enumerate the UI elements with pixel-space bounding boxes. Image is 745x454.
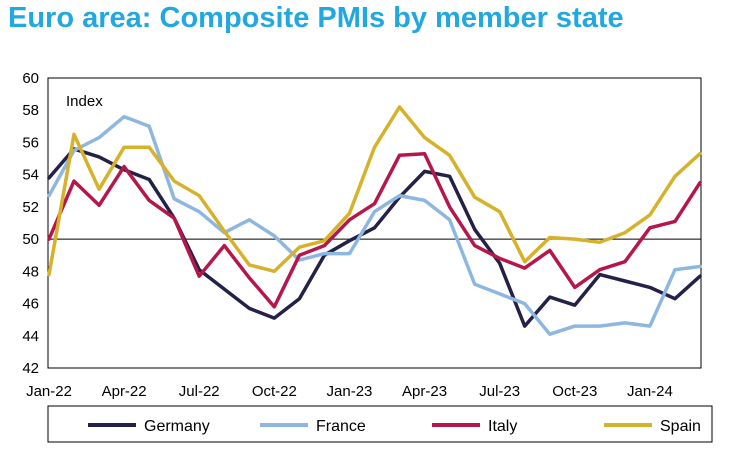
x-axis-ticks: Jan-22 Apr-22 Jul-22 Oct-22 Jan-23 Apr-23 Jul-… [26, 383, 673, 400]
legend-label-france: France [316, 418, 366, 435]
x-tick-label: Apr-22 [102, 383, 147, 400]
x-tick-label: Apr-23 [402, 383, 447, 400]
y-tick-label: 46 [22, 296, 39, 313]
plot-frame [47, 77, 702, 369]
series-line-spain [47, 105, 702, 277]
x-tick-label: Jul-23 [479, 383, 520, 400]
y-tick-label: 56 [22, 134, 39, 151]
x-tick-label: Jul-22 [179, 383, 220, 400]
y-tick-label: 50 [22, 231, 39, 248]
y-tick-label: 48 [22, 263, 39, 280]
x-tick-label: Oct-22 [252, 383, 297, 400]
series-line-france [47, 114, 702, 336]
x-tick-label: Oct-23 [552, 383, 597, 400]
y-tick-label: 54 [22, 167, 39, 184]
legend-label-italy: Italy [488, 418, 517, 435]
y-tick-label: 60 [22, 70, 39, 87]
legend-label-spain: Spain [660, 418, 701, 435]
y-axis-ticks: 42 44 46 48 50 52 54 56 58 60 [22, 70, 39, 377]
x-tick-label: Jan-23 [327, 383, 373, 400]
y-tick-label: 42 [22, 360, 39, 377]
series-line-germany [47, 147, 702, 328]
chart-title: Euro area: Composite PMIs by member stat… [8, 2, 624, 34]
series-lines [47, 105, 702, 336]
legend: Germany France Italy Spain [47, 405, 713, 443]
y-tick-label: 52 [22, 199, 39, 216]
legend-label-germany: Germany [144, 418, 210, 435]
series-line-italy [47, 151, 702, 309]
legend-box [47, 405, 713, 443]
plot-area [47, 77, 702, 369]
y-tick-label: 44 [22, 328, 39, 345]
y-tick-label: 58 [22, 102, 39, 119]
y-axis-label: Index [66, 93, 103, 110]
x-tick-label: Jan-24 [627, 383, 673, 400]
x-tick-label: Jan-22 [26, 383, 72, 400]
legend-items: Germany France Italy Spain [88, 418, 701, 435]
